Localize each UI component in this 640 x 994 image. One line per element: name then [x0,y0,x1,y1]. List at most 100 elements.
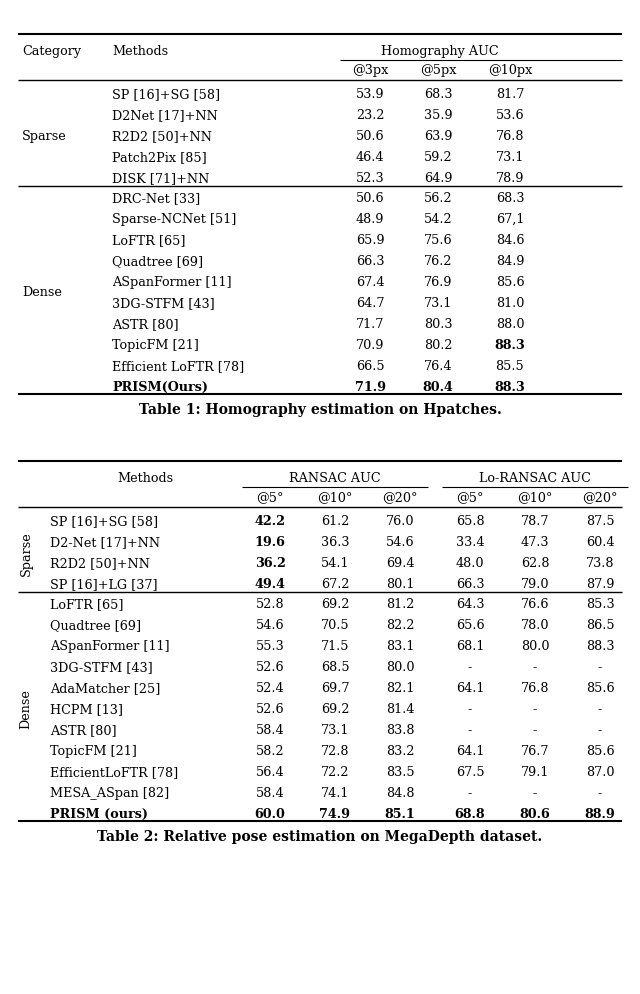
Text: @3px: @3px [352,65,388,78]
Text: 35.9: 35.9 [424,109,452,122]
Text: ASTR [80]: ASTR [80] [112,318,179,331]
Text: 53.6: 53.6 [496,109,524,122]
Text: Sparse: Sparse [22,130,67,143]
Text: LoFTR [65]: LoFTR [65] [50,597,124,610]
Text: 87.5: 87.5 [586,515,614,528]
Text: 76.8: 76.8 [521,681,549,694]
Text: 88.3: 88.3 [586,639,614,652]
Text: R2D2 [50]+NN: R2D2 [50]+NN [112,130,212,143]
Text: 33.4: 33.4 [456,536,484,549]
Text: 85.6: 85.6 [586,745,614,757]
Text: 65.6: 65.6 [456,618,484,631]
Text: 70.9: 70.9 [356,339,384,352]
Text: 68.5: 68.5 [321,660,349,673]
Text: 74.1: 74.1 [321,786,349,799]
Text: 42.2: 42.2 [255,515,285,528]
Text: 73.1: 73.1 [424,296,452,310]
Text: 54.6: 54.6 [386,536,414,549]
Text: 69.7: 69.7 [321,681,349,694]
Text: TopicFM [21]: TopicFM [21] [112,339,199,352]
Text: -: - [468,703,472,716]
Text: 64.7: 64.7 [356,296,384,310]
Text: 82.2: 82.2 [386,618,414,631]
Text: 80.0: 80.0 [386,660,414,673]
Text: TopicFM [21]: TopicFM [21] [50,745,137,757]
Text: 88.0: 88.0 [496,318,524,331]
Text: @10°: @10° [317,491,353,504]
Text: DISK [71]+NN: DISK [71]+NN [112,172,209,185]
Text: Methods: Methods [117,472,173,485]
Text: 85.6: 85.6 [496,275,524,288]
Text: 80.3: 80.3 [424,318,452,331]
Text: EfficientLoFTR [78]: EfficientLoFTR [78] [50,765,179,778]
Text: 88.9: 88.9 [584,807,616,820]
Text: 86.5: 86.5 [586,618,614,631]
Text: Table 1: Homography estimation on Hpatches.: Table 1: Homography estimation on Hpatch… [139,403,501,416]
Text: Category: Category [22,46,81,59]
Text: PRISM (ours): PRISM (ours) [50,807,148,820]
Text: ASpanFormer [11]: ASpanFormer [11] [50,639,170,652]
Text: 60.4: 60.4 [586,536,614,549]
Text: 71.5: 71.5 [321,639,349,652]
Text: 48.9: 48.9 [356,213,384,226]
Text: 68.8: 68.8 [454,807,485,820]
Text: 76.8: 76.8 [496,130,524,143]
Text: 52.6: 52.6 [256,660,284,673]
Text: 58.4: 58.4 [256,724,284,737]
Text: -: - [598,724,602,737]
Text: 80.6: 80.6 [520,807,550,820]
Text: 65.9: 65.9 [356,234,384,247]
Text: 58.2: 58.2 [256,745,284,757]
Text: 68.1: 68.1 [456,639,484,652]
Text: D2Net [17]+NN: D2Net [17]+NN [112,109,218,122]
Text: 69.2: 69.2 [321,703,349,716]
Text: 58.4: 58.4 [256,786,284,799]
Text: -: - [598,660,602,673]
Text: 68.3: 68.3 [424,88,452,101]
Text: 53.9: 53.9 [356,88,384,101]
Text: DRC-Net [33]: DRC-Net [33] [112,192,200,205]
Text: Sparse-NCNet [51]: Sparse-NCNet [51] [112,213,236,226]
Text: 59.2: 59.2 [424,151,452,164]
Text: 36.2: 36.2 [255,557,285,570]
Text: RANSAC AUC: RANSAC AUC [289,472,381,485]
Text: PRISM(Ours): PRISM(Ours) [112,381,208,394]
Text: 52.4: 52.4 [256,681,284,694]
Text: 67.2: 67.2 [321,578,349,590]
Text: 76.6: 76.6 [521,597,549,610]
Text: -: - [533,786,537,799]
Text: 64.3: 64.3 [456,597,484,610]
Text: 80.1: 80.1 [386,578,414,590]
Text: 54.1: 54.1 [321,557,349,570]
Text: 64.1: 64.1 [456,745,484,757]
Text: D2-Net [17]+NN: D2-Net [17]+NN [50,536,160,549]
Text: 79.0: 79.0 [521,578,549,590]
Text: 81.2: 81.2 [386,597,414,610]
Text: 84.6: 84.6 [496,234,524,247]
Text: HCPM [13]: HCPM [13] [50,703,123,716]
Text: @10px: @10px [488,65,532,78]
Text: SP [16]+SG [58]: SP [16]+SG [58] [50,515,158,528]
Text: @20°: @20° [382,491,418,504]
Text: 72.8: 72.8 [321,745,349,757]
Text: 66.3: 66.3 [456,578,484,590]
Text: 88.3: 88.3 [495,339,525,352]
Text: 84.9: 84.9 [496,254,524,267]
Text: 63.9: 63.9 [424,130,452,143]
Text: 83.8: 83.8 [386,724,414,737]
Text: 69.2: 69.2 [321,597,349,610]
Text: 52.8: 52.8 [256,597,284,610]
Text: 60.0: 60.0 [255,807,285,820]
Text: 82.1: 82.1 [386,681,414,694]
Text: @10°: @10° [517,491,553,504]
Text: Sparse: Sparse [19,531,33,576]
Text: 50.6: 50.6 [356,130,384,143]
Text: 49.4: 49.4 [255,578,285,590]
Text: 64.9: 64.9 [424,172,452,185]
Text: 52.6: 52.6 [256,703,284,716]
Text: 87.0: 87.0 [586,765,614,778]
Text: 47.3: 47.3 [521,536,549,549]
Text: 88.3: 88.3 [495,381,525,394]
Text: Patch2Pix [85]: Patch2Pix [85] [112,151,207,164]
Text: LoFTR [65]: LoFTR [65] [112,234,186,247]
